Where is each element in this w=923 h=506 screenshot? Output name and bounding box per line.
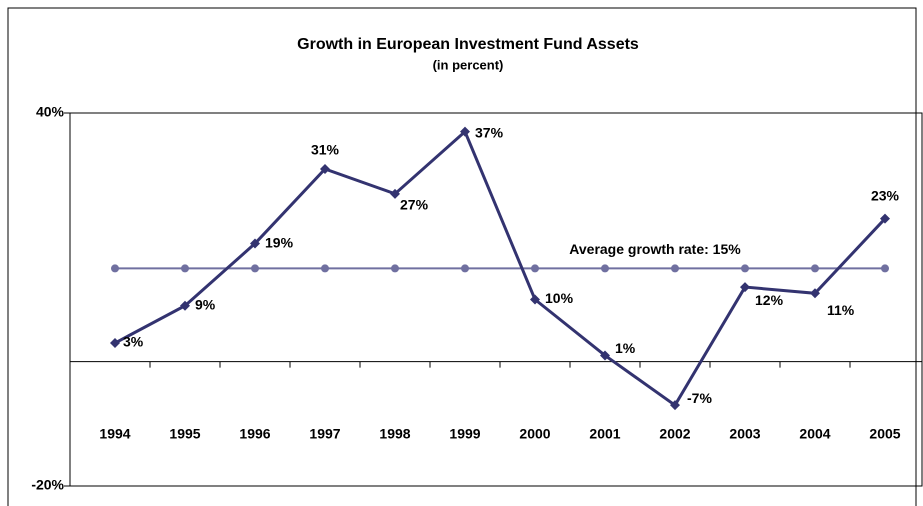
x-tick-label: 2005 <box>869 426 900 442</box>
data-label: 11% <box>827 302 855 318</box>
x-tick-label: 2000 <box>519 426 550 442</box>
marker <box>251 264 259 273</box>
marker <box>740 282 750 293</box>
plot-area <box>69 112 923 487</box>
marker <box>111 264 119 273</box>
marker <box>530 294 540 305</box>
marker <box>881 264 889 273</box>
x-tick-label: 2001 <box>589 426 620 442</box>
marker <box>741 264 749 273</box>
x-tick-label: 2002 <box>659 426 690 442</box>
marker <box>250 238 260 249</box>
marker <box>391 264 399 273</box>
data-label: 23% <box>871 187 900 203</box>
data-label: 37% <box>475 124 504 140</box>
chart-title: Growth in European Investment Fund Asset… <box>297 36 639 53</box>
marker <box>461 264 469 273</box>
y-tick-label: -20% <box>31 477 64 493</box>
marker <box>811 264 819 273</box>
chart-subtitle: (in percent) <box>433 57 504 72</box>
marker <box>600 350 610 361</box>
data-label: 10% <box>545 290 574 306</box>
marker <box>810 288 820 299</box>
data-label: 12% <box>755 292 784 308</box>
marker <box>180 300 190 311</box>
marker <box>531 264 539 273</box>
x-tick-label: 1996 <box>239 426 270 442</box>
data-label: 3% <box>123 334 144 350</box>
marker <box>390 188 400 199</box>
series-line <box>114 129 887 408</box>
data-label: 27% <box>400 197 429 213</box>
data-label: -7% <box>687 390 712 406</box>
data-label: 1% <box>615 340 636 356</box>
marker <box>671 264 679 273</box>
marker <box>460 126 470 137</box>
x-tick-label: 1994 <box>99 426 130 442</box>
x-tick-label: 1995 <box>169 426 200 442</box>
x-tick-label: 1998 <box>379 426 410 442</box>
x-tick-label: 2003 <box>729 426 760 442</box>
marker <box>880 213 890 224</box>
x-tick-label: 1999 <box>449 426 480 442</box>
marker <box>321 264 329 273</box>
marker <box>110 338 120 349</box>
x-tick-label: 1997 <box>309 426 340 442</box>
data-label: 19% <box>265 234 294 250</box>
chart-border <box>7 7 917 506</box>
y-tick-label: 40% <box>36 104 65 120</box>
marker <box>601 264 609 273</box>
annotation: Average growth rate: 15% <box>569 241 741 257</box>
marker <box>320 163 330 174</box>
marker <box>181 264 189 273</box>
data-label: 31% <box>311 142 340 158</box>
marker <box>670 400 680 411</box>
data-label: 9% <box>195 296 216 312</box>
x-tick-label: 2004 <box>799 426 830 442</box>
